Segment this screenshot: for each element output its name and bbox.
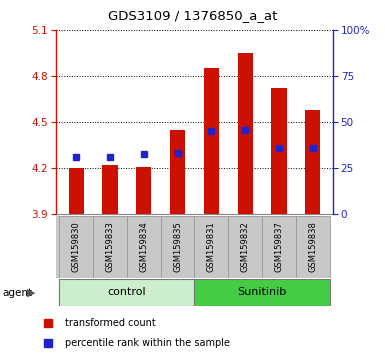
Bar bbox=[59, 279, 194, 306]
Bar bbox=[262, 216, 296, 278]
Bar bbox=[296, 216, 330, 278]
Bar bbox=[127, 216, 161, 278]
Bar bbox=[194, 279, 330, 306]
Bar bbox=[238, 53, 253, 214]
Text: GDS3109 / 1376850_a_at: GDS3109 / 1376850_a_at bbox=[108, 9, 277, 22]
Bar bbox=[69, 168, 84, 214]
Bar bbox=[204, 68, 219, 214]
Text: GSM159835: GSM159835 bbox=[173, 222, 182, 272]
Text: agent: agent bbox=[2, 288, 32, 298]
Text: GSM159837: GSM159837 bbox=[275, 222, 283, 272]
Text: transformed count: transformed count bbox=[65, 318, 156, 328]
Bar bbox=[93, 216, 127, 278]
Bar bbox=[271, 88, 286, 214]
Bar bbox=[136, 167, 151, 214]
Text: GSM159831: GSM159831 bbox=[207, 222, 216, 272]
Bar bbox=[305, 110, 320, 214]
Bar bbox=[170, 130, 185, 214]
Text: GSM159838: GSM159838 bbox=[308, 222, 317, 272]
Bar bbox=[194, 216, 228, 278]
Bar bbox=[59, 216, 93, 278]
Text: ▶: ▶ bbox=[27, 288, 36, 298]
Bar bbox=[228, 216, 262, 278]
Text: control: control bbox=[107, 287, 146, 297]
Bar bbox=[161, 216, 194, 278]
Text: percentile rank within the sample: percentile rank within the sample bbox=[65, 338, 230, 348]
Text: GSM159830: GSM159830 bbox=[72, 222, 80, 272]
Bar bbox=[102, 165, 117, 214]
Text: GSM159834: GSM159834 bbox=[139, 222, 148, 272]
Text: GSM159833: GSM159833 bbox=[105, 222, 114, 272]
Text: Sunitinib: Sunitinib bbox=[238, 287, 287, 297]
Text: GSM159832: GSM159832 bbox=[241, 222, 249, 272]
